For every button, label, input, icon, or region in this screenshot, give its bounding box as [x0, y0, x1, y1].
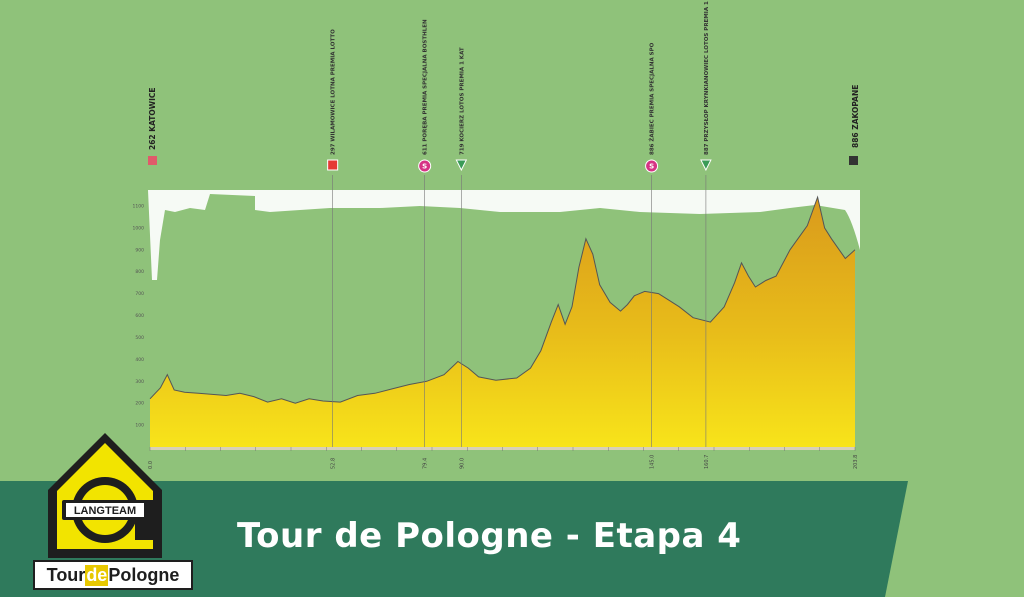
waypoint-label: 886 ŻABIEC PREMIA SPECJALNA SPO	[649, 42, 656, 155]
finish-label: 886 ZAKOPANE	[851, 85, 860, 148]
special-sprint-glyph: S	[649, 163, 654, 171]
waypoint-km-label: 145.0	[650, 455, 656, 469]
intermediate-sprint-icon	[327, 159, 339, 171]
y-tick-label: 200	[135, 401, 144, 407]
waypoint-km-label: 52.8	[331, 458, 337, 469]
waypoint-km-label: 79.4	[423, 458, 429, 469]
route-markers: 262 KATOWICE 886 ZAKOPANE 297 WILAMOWICE L…	[148, 0, 860, 469]
start-flag-icon	[148, 156, 157, 165]
elevation-area	[150, 197, 855, 447]
waypoint-label: 719 KOCIERZ LOTOS PREMIA 1 KAT	[459, 47, 465, 155]
langteam-logo-icon: LANGTEAM	[48, 433, 162, 558]
title-banner	[0, 481, 908, 597]
y-tick-label: 100	[135, 423, 144, 429]
elevation-line	[149, 195, 856, 404]
altitude-band	[148, 190, 860, 280]
y-tick-label: 1000	[133, 225, 145, 231]
y-tick-label: 500	[135, 335, 144, 341]
brand-part1: Tour	[46, 564, 86, 585]
climb-icon	[455, 159, 468, 172]
special-sprint-icon	[645, 159, 659, 173]
waypoint-label: 887 PRZYSŁOP KRYNKIANOWIEC LOTOS PREMIA …	[704, 0, 710, 155]
waypoint-km-label: 160.7	[704, 455, 710, 469]
climb-icon	[700, 159, 712, 172]
x-end-label: 203.8	[853, 455, 859, 469]
x-axis: 0.0 203.8	[148, 447, 859, 469]
finish-flag-icon	[849, 156, 858, 165]
y-tick-label: 400	[135, 357, 144, 363]
y-tick-label: 600	[135, 313, 144, 319]
special-sprint-icon	[418, 159, 432, 173]
logo-text: LANGTEAM	[74, 505, 136, 517]
y-tick-label: 1100	[133, 203, 145, 209]
start-label: 262 KATOWICE	[148, 88, 157, 150]
brand-part3: Pologne	[108, 564, 180, 585]
y-axis: 100 200 300 400 500 600 700 800 900 1000 1100	[133, 203, 145, 428]
chart-plot	[149, 195, 856, 447]
special-sprint-glyph: S	[422, 163, 427, 171]
brand-part2: de	[85, 564, 109, 586]
y-tick-label: 700	[135, 291, 144, 297]
y-tick-label: 900	[135, 247, 144, 253]
waypoint-km-label: 90.0	[459, 458, 465, 469]
x-start-label: 0.0	[148, 461, 154, 469]
page-title: Tour de Pologne - Etapa 4	[237, 516, 742, 556]
tour-de-pologne-logo: Tour de Pologne	[33, 560, 193, 590]
y-tick-label: 800	[135, 269, 144, 275]
y-tick-label: 300	[135, 379, 144, 385]
waypoint-label: 297 WILAMOWICE LOTNA PREMIA LOTTO	[331, 29, 337, 155]
waypoint-label: 611 PORĘBA PREMIA SPECJALNA BOSTHLEN	[423, 19, 429, 155]
